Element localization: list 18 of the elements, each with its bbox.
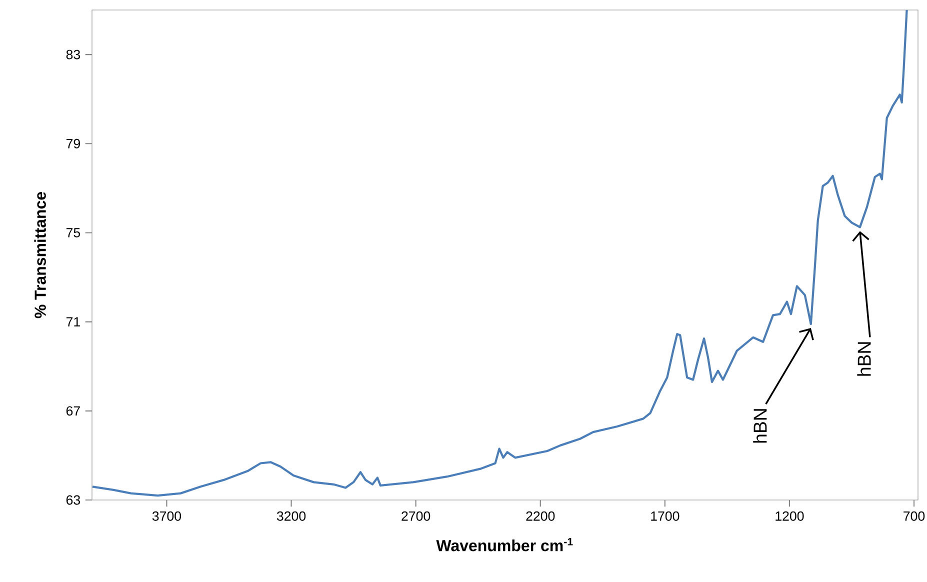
x-tick-label: 1200 xyxy=(776,511,804,521)
y-tick-label: 79 xyxy=(66,138,80,148)
y-tick-label: 63 xyxy=(66,495,80,505)
y-tick-label: 71 xyxy=(66,317,80,326)
x-tick-label: 1700 xyxy=(651,511,680,521)
x-axis-title: Wavenumber cm$^{-1}$ xyxy=(436,538,573,552)
x-tick-label: 2200 xyxy=(526,511,555,521)
y-tick-label: 67 xyxy=(66,406,80,416)
x-tick-label: 700 xyxy=(904,511,925,521)
annotation: hBN xyxy=(753,409,767,443)
y-tick-label: 75 xyxy=(66,228,80,238)
y-tick-label: 83 xyxy=(66,50,80,60)
y-axis-title: % Transmittance xyxy=(34,192,46,318)
x-tick-label: 3200 xyxy=(276,511,306,521)
x-tick-label: 3700 xyxy=(152,511,182,521)
x-tick-label: 2700 xyxy=(402,511,430,521)
line-series xyxy=(92,10,908,497)
annotation: hBN xyxy=(857,342,871,376)
